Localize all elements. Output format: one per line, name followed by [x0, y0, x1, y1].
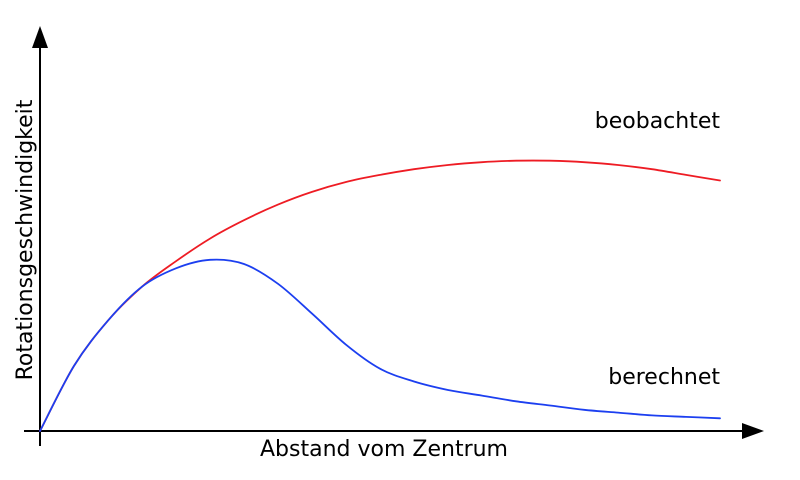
series-label-beobachtet: beobachtet — [595, 109, 721, 134]
series-label-berechnet: berechnet — [608, 365, 720, 390]
x-axis-label: Abstand vom Zentrum — [260, 437, 508, 462]
series-layer — [39, 159, 721, 432]
series-line-beobachtet — [39, 159, 721, 432]
series-line-berechnet — [39, 258, 721, 432]
y-axis-arrow-icon — [32, 26, 48, 48]
x-axis-arrow-icon — [742, 423, 764, 439]
y-axis-label: Rotationsgeschwindigkeit — [13, 99, 38, 380]
